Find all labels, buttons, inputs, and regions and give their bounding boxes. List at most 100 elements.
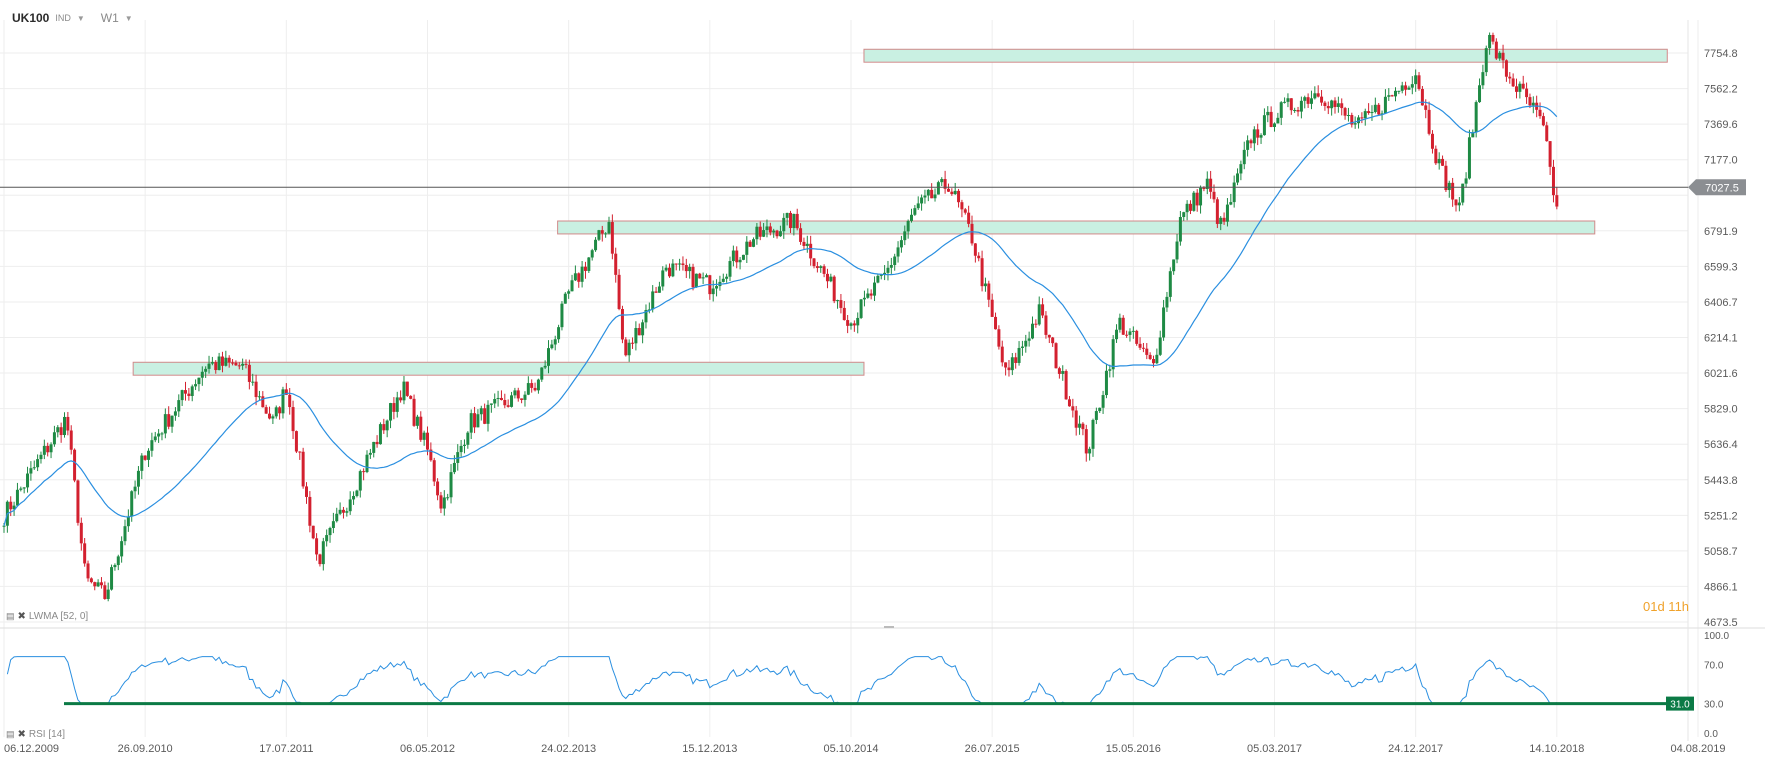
lwma-path: [3, 101, 1558, 526]
candle-body: [805, 243, 809, 246]
candle-body: [1400, 85, 1404, 91]
candle-body: [389, 403, 393, 421]
candle-body: [1461, 183, 1465, 203]
candle-body: [1508, 76, 1512, 79]
candle-body: [1262, 115, 1266, 136]
candle-body: [69, 430, 73, 450]
candle-body: [631, 342, 635, 344]
chevron-down-icon[interactable]: ▼: [76, 13, 85, 23]
candle-body: [449, 472, 453, 498]
candle-body: [1145, 348, 1149, 355]
candle-body: [1128, 331, 1132, 335]
candle-body: [950, 191, 954, 195]
price-axis[interactable]: 7754.8 7562.2 7369.6 7177.0 6791.9 6599.3 6406…: [1704, 48, 1738, 629]
close-icon[interactable]: ✖: [17, 611, 26, 622]
candle-body: [1037, 304, 1041, 325]
candle-body: [348, 499, 352, 512]
candle-body: [1031, 323, 1034, 339]
candle-body: [1010, 357, 1014, 371]
candle-body: [510, 395, 514, 407]
candle-body: [1239, 164, 1243, 174]
timeframe-selector[interactable]: W1: [100, 11, 119, 25]
rsi-label: RSI [14]: [28, 729, 66, 740]
candle-body: [1034, 323, 1038, 325]
candle-body: [1188, 203, 1192, 211]
candle-body: [862, 297, 866, 300]
price-zone: [557, 220, 1596, 235]
candle-body: [661, 270, 665, 287]
candle-body: [1511, 78, 1515, 87]
candle-body: [657, 286, 661, 293]
candle-body: [789, 212, 792, 229]
candle-body: [735, 250, 739, 263]
candle-body: [160, 433, 164, 435]
candle-body: [825, 273, 829, 282]
symbol-label[interactable]: UK100: [12, 11, 50, 25]
date-axis[interactable]: 06.12.2009 26.09.2010 17.07.2011 06.05.2012…: [4, 743, 1726, 755]
candle-body: [1108, 369, 1112, 371]
candle-body: [1323, 102, 1327, 107]
candle-body: [1417, 75, 1421, 89]
candle-body: [1293, 109, 1297, 111]
candle-body: [59, 427, 63, 436]
candle-body: [1306, 97, 1310, 104]
candle-body: [1168, 271, 1172, 297]
candle-body: [1313, 93, 1317, 99]
rsi-line: [6, 656, 1557, 705]
candle-body: [1165, 296, 1169, 308]
close-icon[interactable]: ✖: [17, 729, 26, 740]
candle-body: [752, 239, 756, 247]
candle-body: [916, 203, 920, 209]
candle-body: [1373, 104, 1377, 113]
price-tick-label: 7177.0: [1704, 155, 1738, 167]
settings-icon[interactable]: ▤: [6, 611, 15, 621]
candle-body: [486, 404, 490, 424]
candle-body: [550, 344, 554, 349]
candle-body: [257, 396, 261, 398]
candle-body: [1225, 204, 1229, 222]
candle-body: [1360, 117, 1364, 119]
candle-body: [1017, 347, 1021, 363]
candle-body: [247, 364, 251, 382]
candle-body: [610, 222, 614, 254]
candle-body: [123, 526, 127, 542]
candle-body: [194, 384, 198, 387]
candle-body: [1491, 34, 1495, 42]
candle-body: [812, 258, 816, 267]
candle-body: [1178, 216, 1182, 242]
candle-body: [930, 189, 934, 199]
candle-body: [315, 538, 319, 555]
candle-body: [1387, 95, 1391, 97]
date-tick-label: 04.08.2019: [1670, 743, 1725, 755]
candle-body: [19, 488, 23, 490]
candle-body: [1212, 191, 1216, 200]
candle-body: [1057, 368, 1061, 374]
candle-body: [1236, 173, 1240, 183]
panel-resize-handle[interactable]: [884, 626, 894, 628]
candle-body: [1051, 337, 1055, 344]
candle-body: [1488, 34, 1492, 49]
candle-body: [1340, 103, 1344, 109]
candle-body: [587, 257, 591, 271]
candle-body: [1094, 411, 1098, 420]
candle-body: [520, 398, 524, 400]
candle-body: [496, 397, 500, 399]
candle-body: [281, 389, 285, 414]
candle-body: [1091, 419, 1095, 449]
candle-body: [409, 395, 413, 399]
candle-body: [597, 230, 601, 240]
chevron-down-icon[interactable]: ▼: [124, 13, 133, 23]
settings-icon[interactable]: ▤: [6, 729, 15, 739]
candle-body: [268, 413, 272, 419]
candle-body: [664, 267, 668, 271]
candle-body: [237, 365, 241, 367]
candle-body: [493, 398, 497, 404]
candle-body: [738, 259, 742, 263]
candle-body: [177, 400, 181, 412]
current-price-tag: [1688, 179, 1746, 196]
rsi-current-value: 31.0: [1670, 700, 1690, 711]
candle-body: [29, 468, 33, 474]
candle-body: [859, 299, 863, 318]
candle-body: [352, 495, 356, 500]
